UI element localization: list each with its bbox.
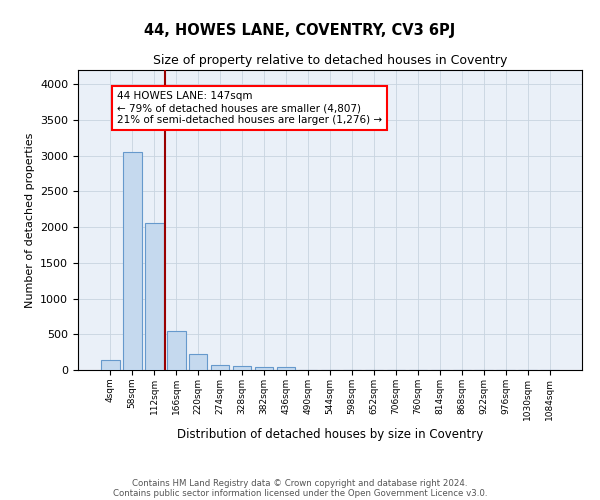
Y-axis label: Number of detached properties: Number of detached properties (25, 132, 35, 308)
Bar (123, 152, 142, 370)
Bar (189, 354, 208, 370)
Text: Contains public sector information licensed under the Open Government Licence v3: Contains public sector information licen… (113, 488, 487, 498)
Text: 44 HOWES LANE: 147sqm
← 79% of detached houses are smaller (4,807)
21% of semi-d: 44 HOWES LANE: 147sqm ← 79% of detached … (117, 92, 382, 124)
X-axis label: Distribution of detached houses by size in Coventry: Distribution of detached houses by size … (177, 428, 483, 441)
Bar (145, 223, 164, 370)
Bar (233, 366, 251, 370)
Bar (277, 367, 295, 370)
Bar (211, 364, 229, 370)
Title: Size of property relative to detached houses in Coventry: Size of property relative to detached ho… (153, 54, 507, 68)
Bar (101, 360, 119, 370)
Bar (255, 367, 274, 370)
Text: Contains HM Land Registry data © Crown copyright and database right 2024.: Contains HM Land Registry data © Crown c… (132, 478, 468, 488)
Bar (167, 330, 185, 370)
Text: 44, HOWES LANE, COVENTRY, CV3 6PJ: 44, HOWES LANE, COVENTRY, CV3 6PJ (145, 22, 455, 38)
